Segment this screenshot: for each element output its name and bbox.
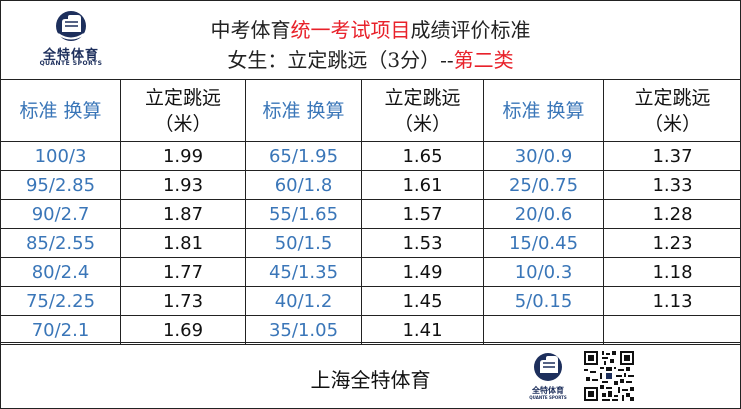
header-val: 立定跳远 （米） bbox=[120, 79, 246, 142]
header-std: 标准 换算 bbox=[483, 79, 604, 142]
logo-subtitle: QUANTE SPORTS bbox=[39, 60, 103, 67]
fist-emblem-icon bbox=[534, 353, 562, 381]
val-cell: 1.57 bbox=[361, 199, 484, 229]
table-row: 75/2.25 1.73 40/1.2 1.45 5/0.15 1.13 bbox=[0, 286, 741, 316]
header-val: 立定跳远 （米） bbox=[603, 79, 741, 142]
val-cell: 1.81 bbox=[120, 228, 246, 258]
table-row: 70/2.1 1.69 35/1.05 1.41 bbox=[0, 315, 741, 345]
header-std: 标准 换算 bbox=[245, 79, 362, 142]
val-cell: 1.37 bbox=[603, 141, 741, 171]
val-cell: 1.18 bbox=[603, 257, 741, 287]
val-cell: 1.28 bbox=[603, 199, 741, 229]
logo-name: 全特体育 bbox=[42, 48, 99, 63]
title-line2-pre: 女生：立定跳远（3分）-- bbox=[227, 48, 454, 72]
val-cell: 1.99 bbox=[120, 141, 246, 171]
footer: 上海全特体育 全特体育 QUANTE SPORTS bbox=[0, 342, 741, 408]
std-cell: 30/0.9 bbox=[483, 141, 604, 171]
table-header-row: 标准 换算 立定跳远 （米） 标准 换算 立定跳远 （米） 标准 换算 立定跳远 （米… bbox=[0, 79, 741, 142]
std-cell-empty bbox=[483, 315, 604, 345]
std-cell: 80/2.4 bbox=[0, 257, 121, 287]
std-cell: 85/2.55 bbox=[0, 228, 121, 258]
qr-code-icon bbox=[584, 351, 634, 401]
val-cell: 1.33 bbox=[603, 170, 741, 200]
header-val-line1: 立定跳远 bbox=[634, 86, 711, 109]
table-row: 100/3 1.99 65/1.95 1.65 30/0.9 1.37 bbox=[0, 141, 741, 171]
val-cell: 1.49 bbox=[361, 257, 484, 287]
val-cell: 1.23 bbox=[603, 228, 741, 258]
std-cell: 65/1.95 bbox=[245, 141, 362, 171]
header-val-line2: （米） bbox=[154, 112, 212, 135]
title-line2-highlight: 第二类 bbox=[453, 48, 514, 72]
val-cell: 1.13 bbox=[603, 286, 741, 316]
std-cell: 55/1.65 bbox=[245, 199, 362, 229]
header-val: 立定跳远 （米） bbox=[361, 79, 484, 142]
page-title: 中考体育统一考试项目成绩评价标准 bbox=[0, 14, 741, 43]
header-std: 标准 换算 bbox=[0, 79, 121, 142]
table-row: 90/2.7 1.87 55/1.65 1.57 20/0.6 1.28 bbox=[0, 199, 741, 229]
val-cell: 1.93 bbox=[120, 170, 246, 200]
header-val-line1: 立定跳远 bbox=[144, 86, 221, 109]
std-cell: 60/1.8 bbox=[245, 170, 362, 200]
title-line1-post: 成绩评价标准 bbox=[410, 18, 531, 42]
val-cell-empty bbox=[603, 315, 741, 345]
footer-logo-subtitle: QUANTE SPORTS bbox=[529, 395, 567, 400]
val-cell: 1.65 bbox=[361, 141, 484, 171]
footer-logo-name: 全特体育 bbox=[532, 386, 564, 395]
std-cell: 15/0.45 bbox=[483, 228, 604, 258]
std-cell: 20/0.6 bbox=[483, 199, 604, 229]
table-row: 95/2.85 1.93 60/1.8 1.61 25/0.75 1.33 bbox=[0, 170, 741, 200]
std-cell: 40/1.2 bbox=[245, 286, 362, 316]
std-cell: 45/1.35 bbox=[245, 257, 362, 287]
val-cell: 1.87 bbox=[120, 199, 246, 229]
std-cell: 25/0.75 bbox=[483, 170, 604, 200]
val-cell: 1.61 bbox=[361, 170, 484, 200]
std-cell: 70/2.1 bbox=[0, 315, 121, 345]
footer-logo: 全特体育 QUANTE SPORTS bbox=[524, 351, 572, 401]
title-line1-highlight: 统一考试项目 bbox=[290, 18, 411, 42]
standard-table: 标准 换算 立定跳远 （米） 标准 换算 立定跳远 （米） 标准 换算 立定跳远 （米… bbox=[0, 79, 741, 345]
brand-logo: 全特体育 QUANTE SPORTS bbox=[28, 10, 114, 68]
table-row: 80/2.4 1.77 45/1.35 1.49 10/0.3 1.18 bbox=[0, 257, 741, 287]
std-cell: 50/1.5 bbox=[245, 228, 362, 258]
page-subtitle: 女生：立定跳远（3分）--第二类 bbox=[0, 44, 741, 73]
val-cell: 1.53 bbox=[361, 228, 484, 258]
std-cell: 5/0.15 bbox=[483, 286, 604, 316]
val-cell: 1.77 bbox=[120, 257, 246, 287]
std-cell: 35/1.05 bbox=[245, 315, 362, 345]
title-line1-pre: 中考体育 bbox=[210, 18, 291, 42]
header-val-line2: （米） bbox=[393, 112, 451, 135]
header-val-line1: 立定跳远 bbox=[384, 86, 461, 109]
std-cell: 90/2.7 bbox=[0, 199, 121, 229]
val-cell: 1.41 bbox=[361, 315, 484, 345]
val-cell: 1.73 bbox=[120, 286, 246, 316]
header-val-line2: （米） bbox=[643, 112, 701, 135]
footer-text: 上海全特体育 bbox=[310, 368, 431, 392]
fist-emblem-icon bbox=[56, 11, 86, 41]
val-cell: 1.69 bbox=[120, 315, 246, 345]
val-cell: 1.45 bbox=[361, 286, 484, 316]
std-cell: 95/2.85 bbox=[0, 170, 121, 200]
std-cell: 100/3 bbox=[0, 141, 121, 171]
table-row: 85/2.55 1.81 50/1.5 1.53 15/0.45 1.23 bbox=[0, 228, 741, 258]
std-cell: 75/2.25 bbox=[0, 286, 121, 316]
std-cell: 10/0.3 bbox=[483, 257, 604, 287]
